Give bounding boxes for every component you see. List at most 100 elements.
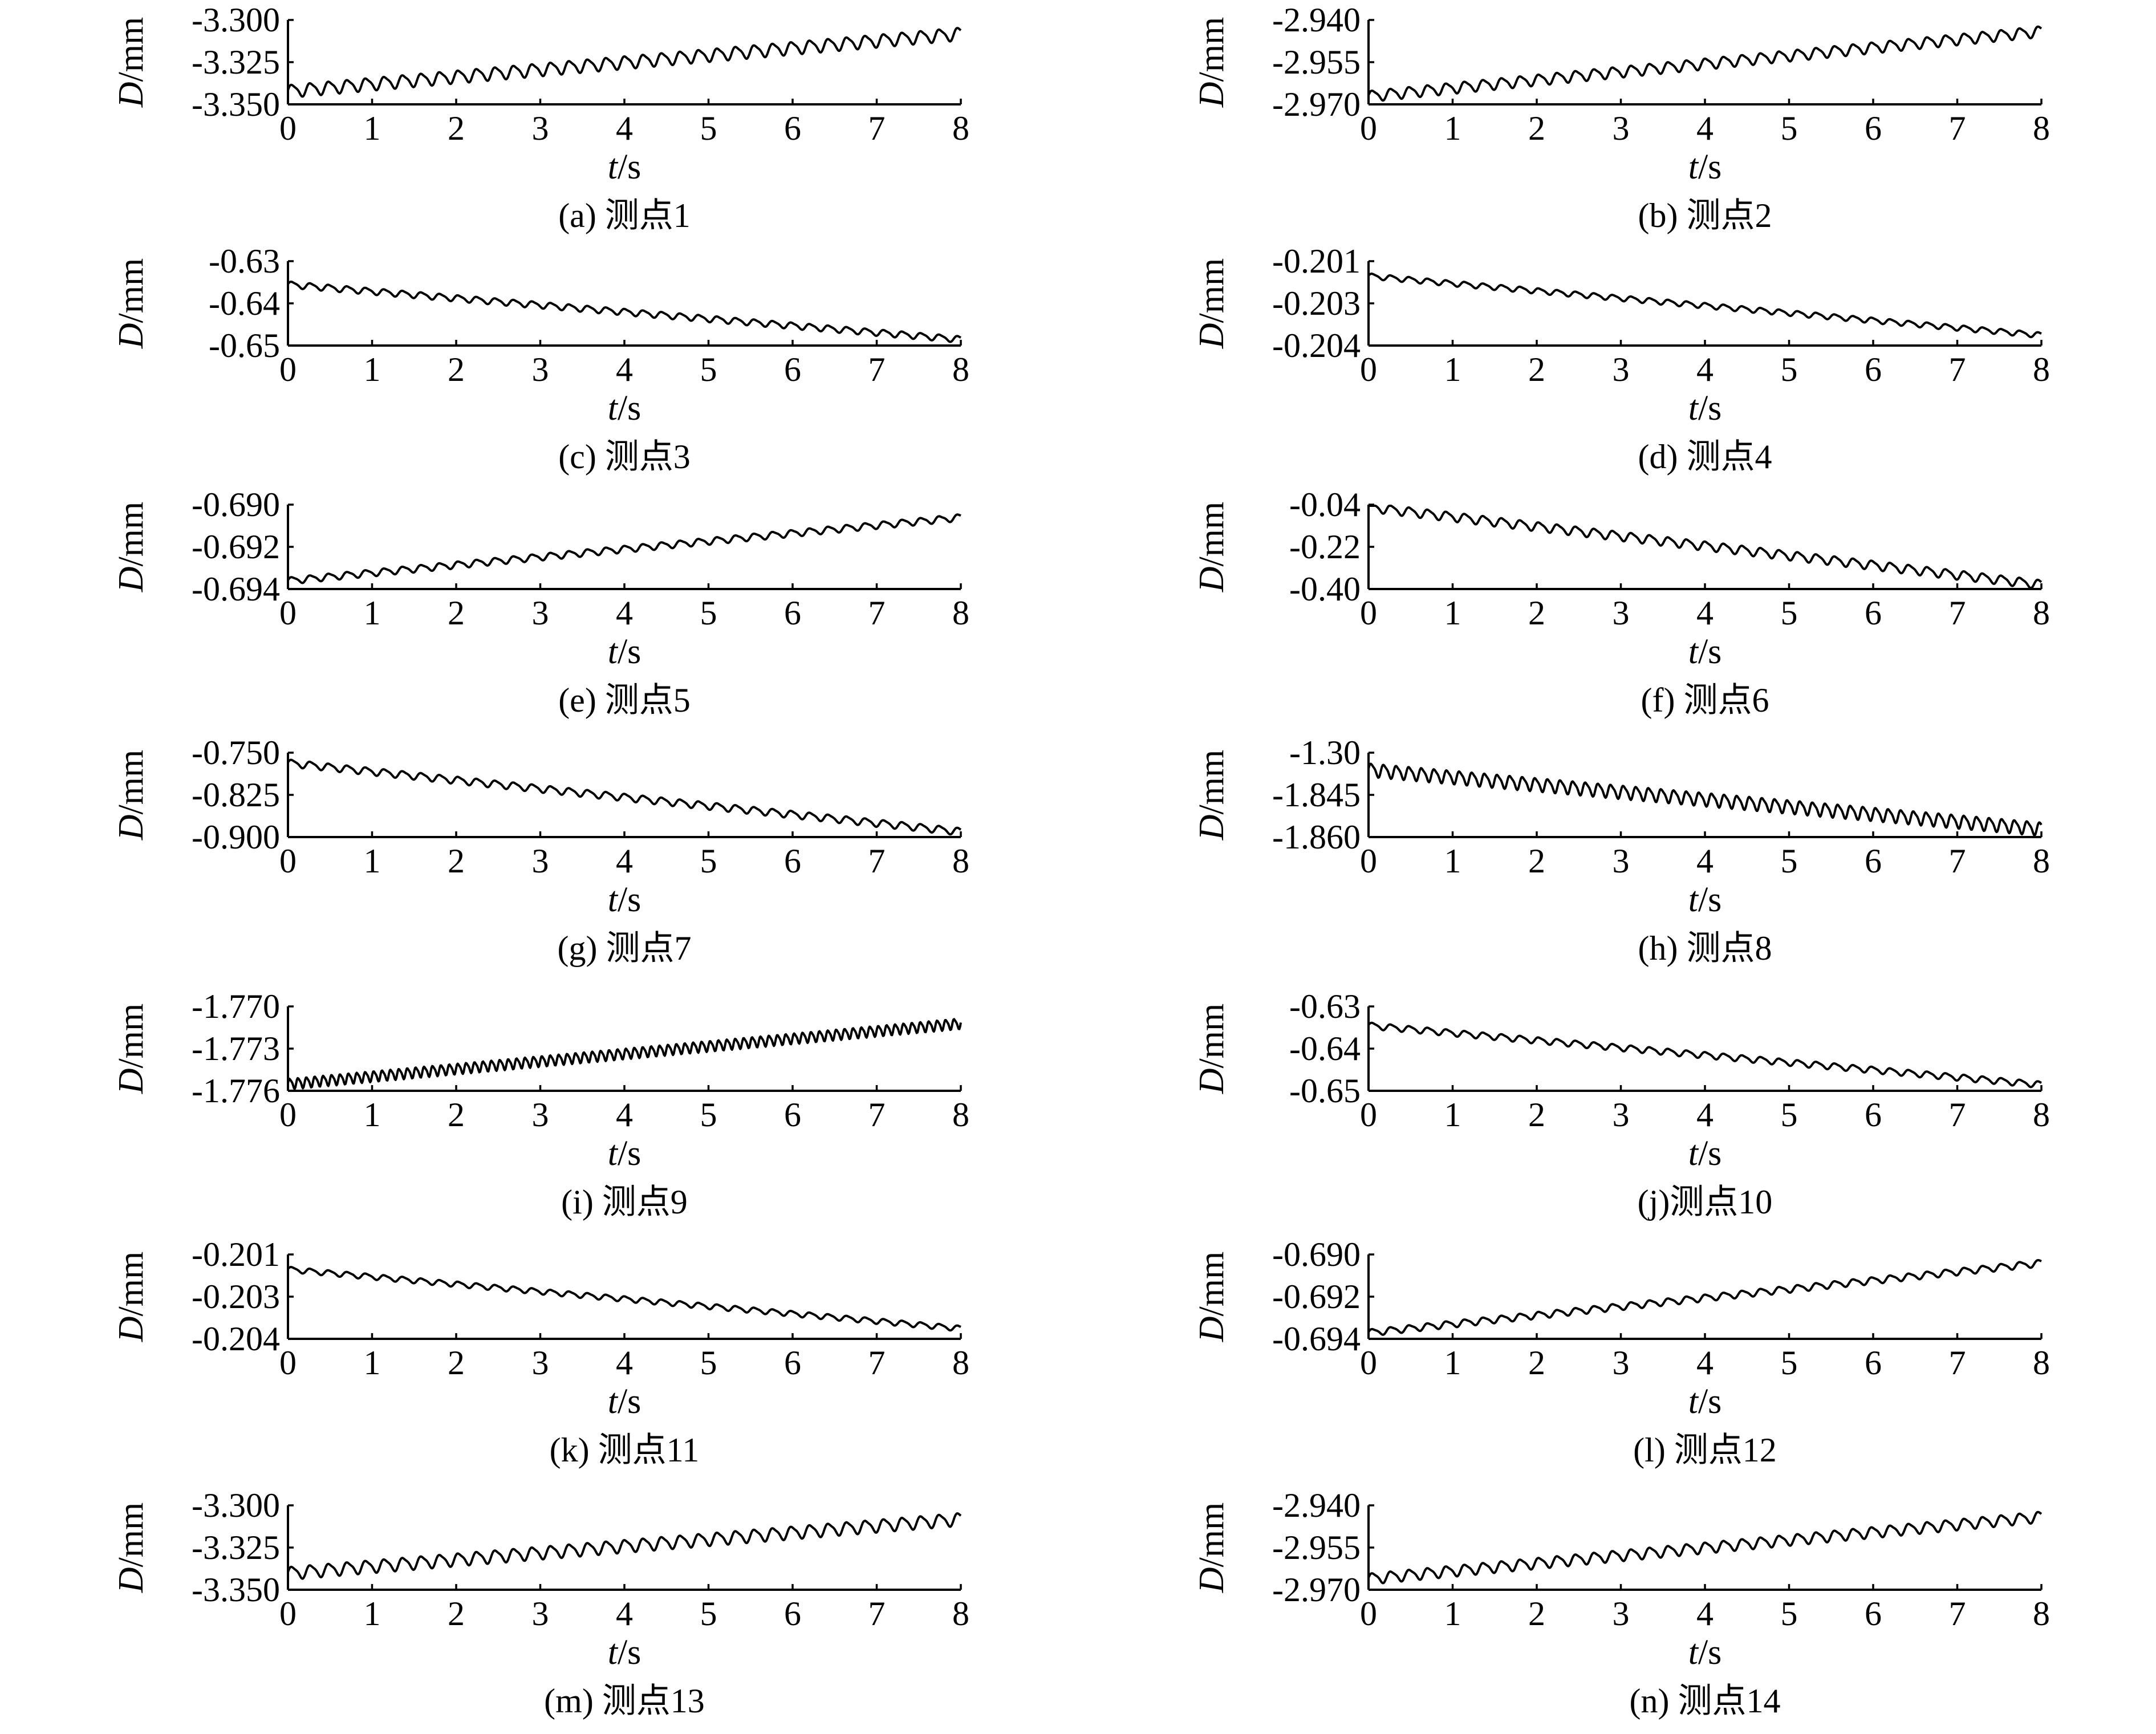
series-line [1367, 762, 2043, 836]
x-tick-label: 7 [868, 109, 886, 147]
x-axis-unit: /s [1698, 389, 1721, 428]
y-tick-label: -2.940 [1272, 1487, 1361, 1524]
y-axis-variable: D [1192, 82, 1231, 108]
y-axis-unit: /mm [112, 502, 151, 567]
y-axis-unit: /mm [112, 1502, 151, 1567]
x-tick-label: 6 [784, 1344, 801, 1382]
y-axis-variable: D [112, 323, 151, 349]
y-axis-title: D/mm [1192, 1004, 1231, 1094]
y-axis-title: D/mm [112, 750, 151, 840]
y-axis-unit: /mm [1192, 1252, 1231, 1317]
y-axis-title: D/mm [112, 258, 151, 349]
y-tick-label: -0.692 [192, 528, 280, 566]
y-axis-unit: /mm [112, 750, 151, 815]
y-axis-unit: /mm [112, 1252, 151, 1317]
y-axis-title: D/mm [1192, 1252, 1231, 1342]
x-tick-label: 8 [952, 351, 969, 388]
x-tick-label: 2 [448, 109, 465, 147]
y-tick-label: -0.203 [1272, 285, 1361, 322]
y-tick-label: -0.204 [1272, 327, 1361, 364]
y-axis-unit: /mm [1192, 502, 1231, 567]
x-tick-label: 2 [1528, 1595, 1545, 1633]
x-axis-variable: t [1688, 632, 1699, 671]
y-tick-label: -0.692 [1272, 1278, 1361, 1315]
x-tick-label: 8 [2033, 842, 2050, 880]
y-tick-label: -0.04 [1289, 486, 1361, 523]
y-axis-variable: D [112, 566, 151, 592]
x-tick-label: 1 [1444, 351, 1461, 388]
chart-panel-2: 0 1 2 3 4 5 6 7 8 -2.940 -2.955 -2.970 D/mm t/s (b) 测点… [1192, 1, 2050, 234]
y-axis-title: D/mm [112, 502, 151, 592]
x-tick-label: 6 [1865, 109, 1882, 147]
y-tick-label: -0.63 [209, 242, 280, 280]
y-tick-label: -0.204 [192, 1320, 280, 1358]
x-axis-variable: t [1688, 389, 1699, 428]
y-axis-unit: /mm [112, 258, 151, 323]
y-axis-unit: /mm [1192, 17, 1231, 82]
x-tick-label: 6 [784, 842, 801, 880]
x-tick-label: 3 [1613, 842, 1630, 880]
x-axis-unit: /s [1698, 1633, 1721, 1672]
x-tick-label: 0 [279, 1096, 297, 1134]
x-tick-label: 0 [279, 1595, 297, 1633]
x-tick-label: 5 [1781, 594, 1798, 632]
x-tick-label: 1 [364, 842, 381, 880]
x-tick-label: 8 [2033, 109, 2050, 147]
x-axis-unit: /s [618, 389, 641, 428]
y-axis-title: D/mm [1192, 1502, 1231, 1593]
x-axis-variable: t [1688, 880, 1699, 919]
y-axis-title: D/mm [112, 1252, 151, 1342]
x-tick-label: 0 [1360, 594, 1377, 632]
x-tick-label: 3 [532, 1595, 549, 1633]
y-tick-label: -1.770 [192, 988, 280, 1025]
x-tick-label: 3 [1613, 351, 1630, 388]
y-tick-label: -0.694 [192, 570, 280, 608]
x-tick-label: 7 [1949, 109, 1966, 147]
x-axis-title: t/s [1688, 880, 1722, 919]
y-axis-variable: D [112, 1316, 151, 1342]
series-line [1367, 505, 2043, 589]
chart-caption: (c) 测点3 [558, 438, 691, 476]
x-tick-label: 5 [700, 1096, 717, 1134]
y-axis-variable: D [112, 1567, 151, 1593]
x-axis-title: t/s [1688, 632, 1722, 671]
y-axis-unit: /mm [1192, 258, 1231, 323]
x-tick-label: 2 [1528, 351, 1545, 388]
x-axis-title: t/s [608, 632, 641, 671]
x-tick-label: 6 [1865, 1595, 1882, 1633]
x-tick-label: 3 [532, 351, 549, 388]
x-tick-label: 0 [279, 351, 297, 388]
x-axis-unit: /s [618, 1633, 641, 1672]
y-axis-title: D/mm [112, 1502, 151, 1593]
y-tick-label: -0.64 [209, 285, 280, 322]
x-tick-label: 3 [1613, 1344, 1630, 1382]
y-tick-label: -2.970 [1272, 86, 1361, 123]
x-axis-unit: /s [1698, 880, 1721, 919]
x-axis-title: t/s [1688, 148, 1722, 186]
chart-caption: (e) 测点5 [558, 681, 691, 719]
y-tick-label: -1.776 [192, 1072, 280, 1110]
y-axis-title: D/mm [1192, 502, 1231, 592]
y-axis-variable: D [1192, 323, 1231, 349]
x-tick-label: 4 [616, 109, 633, 147]
y-tick-label: -0.40 [1289, 570, 1361, 608]
y-tick-label: -0.690 [1272, 1236, 1361, 1273]
chart-caption: (j)测点10 [1638, 1183, 1773, 1221]
x-tick-label: 7 [868, 1344, 886, 1382]
x-tick-label: 6 [784, 109, 801, 147]
x-tick-label: 1 [1444, 1096, 1461, 1134]
x-tick-label: 1 [364, 351, 381, 388]
x-tick-label: 6 [1865, 351, 1882, 388]
chart-caption: (a) 测点1 [558, 197, 691, 234]
x-tick-label: 1 [1444, 1595, 1461, 1633]
y-tick-label: -0.201 [192, 1236, 280, 1273]
series-line [287, 1266, 961, 1332]
x-tick-label: 6 [1865, 842, 1882, 880]
x-tick-label: 3 [532, 594, 549, 632]
series-line [287, 758, 962, 836]
x-tick-label: 1 [364, 109, 381, 147]
chart-panel-8: 0 1 2 3 4 5 6 7 8 -1.30 -1.845 -1.860 D/mm t/s (h) 测点8 [1192, 734, 2050, 967]
x-tick-label: 4 [1696, 351, 1714, 388]
y-tick-label: -2.970 [1272, 1571, 1361, 1609]
